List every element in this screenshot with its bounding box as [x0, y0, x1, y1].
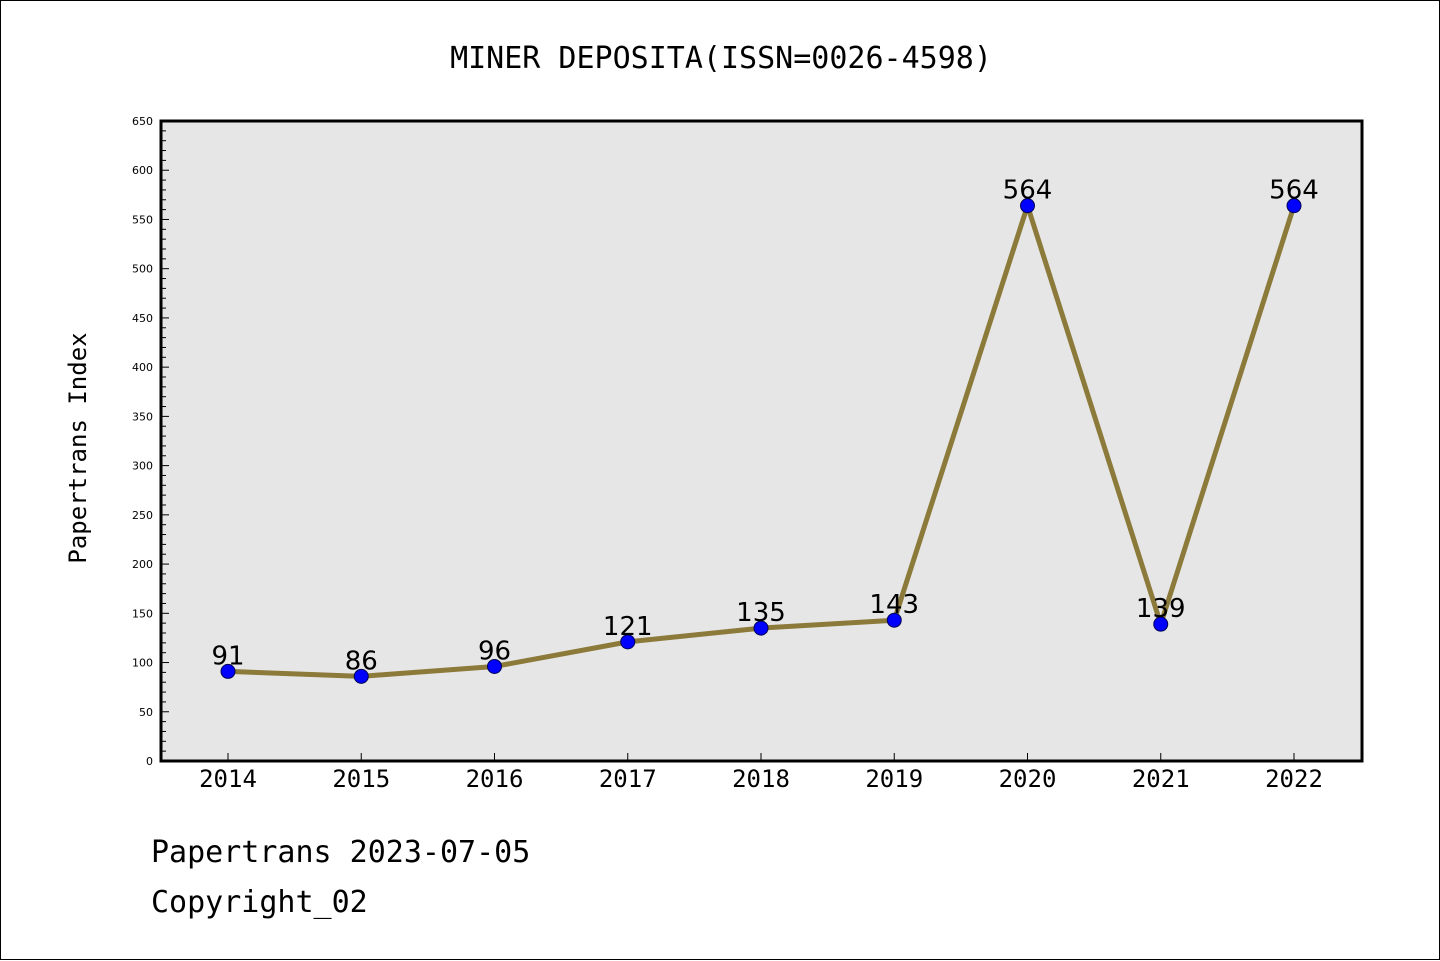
data-point — [487, 658, 502, 674]
data-point — [353, 668, 369, 684]
y-tick-label: 300 — [132, 460, 153, 473]
x-tick-label: 2022 — [1265, 765, 1323, 793]
data-point — [1286, 198, 1302, 214]
series-markers-group — [220, 198, 1302, 684]
data-point — [220, 663, 236, 679]
y-tick-label: 400 — [132, 361, 153, 374]
y-tick-label: 0 — [146, 755, 153, 768]
x-tick-label: 2018 — [732, 765, 790, 793]
data-label: 91 — [211, 641, 244, 671]
data-point — [1153, 616, 1169, 632]
y-tick-label: 250 — [132, 509, 153, 522]
data-label: 135 — [736, 598, 786, 628]
x-tick-label: 2014 — [199, 765, 257, 793]
y-tick-label: 200 — [132, 558, 153, 571]
data-label: 564 — [1003, 176, 1053, 206]
data-label: 564 — [1269, 176, 1319, 206]
y-axis-label: Papertrans Index — [64, 332, 92, 563]
x-axis: 2014 2015 2016 2017 2018 2019 2020 2021 2022 — [199, 753, 1323, 793]
data-point — [886, 612, 902, 628]
y-tick-label: 650 — [132, 115, 153, 128]
data-point — [1020, 198, 1035, 214]
y-tick-label: 500 — [132, 263, 153, 276]
x-tick-label: 2017 — [599, 765, 657, 793]
footer-date: Papertrans 2023-07-05 — [151, 835, 531, 870]
x-tick-label: 2021 — [1132, 765, 1190, 793]
y-tick-label: 350 — [132, 410, 153, 423]
data-label: 86 — [345, 646, 378, 676]
y-tick-label: 450 — [132, 312, 153, 325]
footer-copyright: Copyright_02 — [151, 885, 368, 920]
chart-title: MINER DEPOSITA(ISSN=0026-4598) — [450, 41, 992, 76]
data-label: 96 — [478, 636, 511, 666]
x-tick-label: 2015 — [332, 765, 390, 793]
data-labels-group: 91 86 96 121 135 143 564 139 564 — [211, 176, 1318, 677]
x-tick-label: 2019 — [865, 765, 923, 793]
data-point — [753, 620, 769, 636]
y-tick-label: 600 — [132, 164, 153, 177]
data-label: 139 — [1136, 594, 1186, 624]
plot-area — [159, 119, 1364, 763]
x-tick-label: 2020 — [999, 765, 1057, 793]
x-tick-label: 2016 — [466, 765, 524, 793]
y-tick-label: 100 — [132, 657, 153, 670]
y-axis: 0 50 100 150 200 250 300 350 400 450 500 550 600 650 — [132, 115, 169, 768]
data-point — [620, 634, 636, 650]
y-tick-label: 150 — [132, 607, 153, 620]
data-label: 143 — [869, 590, 919, 620]
y-tick-label: 50 — [139, 706, 153, 719]
y-tick-label: 550 — [132, 213, 153, 226]
data-label: 121 — [603, 612, 653, 642]
